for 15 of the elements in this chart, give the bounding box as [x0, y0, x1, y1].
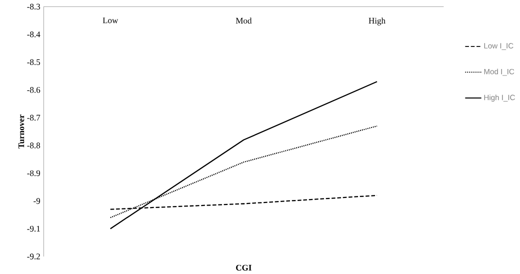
- y-tick-label: -8.7: [27, 114, 40, 121]
- y-tick-label: -8.3: [27, 4, 40, 10]
- x-tick-label: Mod: [236, 18, 252, 24]
- y-tick-label: -8.8: [27, 142, 40, 148]
- y-tick-label: -8.6: [27, 87, 40, 93]
- y-tick-label: -9.2: [27, 254, 40, 260]
- y-tick-label: -9.1: [27, 226, 40, 232]
- y-tick-label: -8.9: [27, 170, 40, 176]
- y-tick-label: -9: [34, 198, 40, 204]
- y-tick-label: -8.4: [27, 32, 40, 38]
- x-tick-label: High: [368, 18, 386, 26]
- y-axis-title: Turnover: [18, 114, 24, 149]
- x-axis-title: CGI: [236, 264, 252, 271]
- y-tick-label: -8.5: [27, 59, 40, 66]
- x-tick-label: Low: [102, 18, 118, 24]
